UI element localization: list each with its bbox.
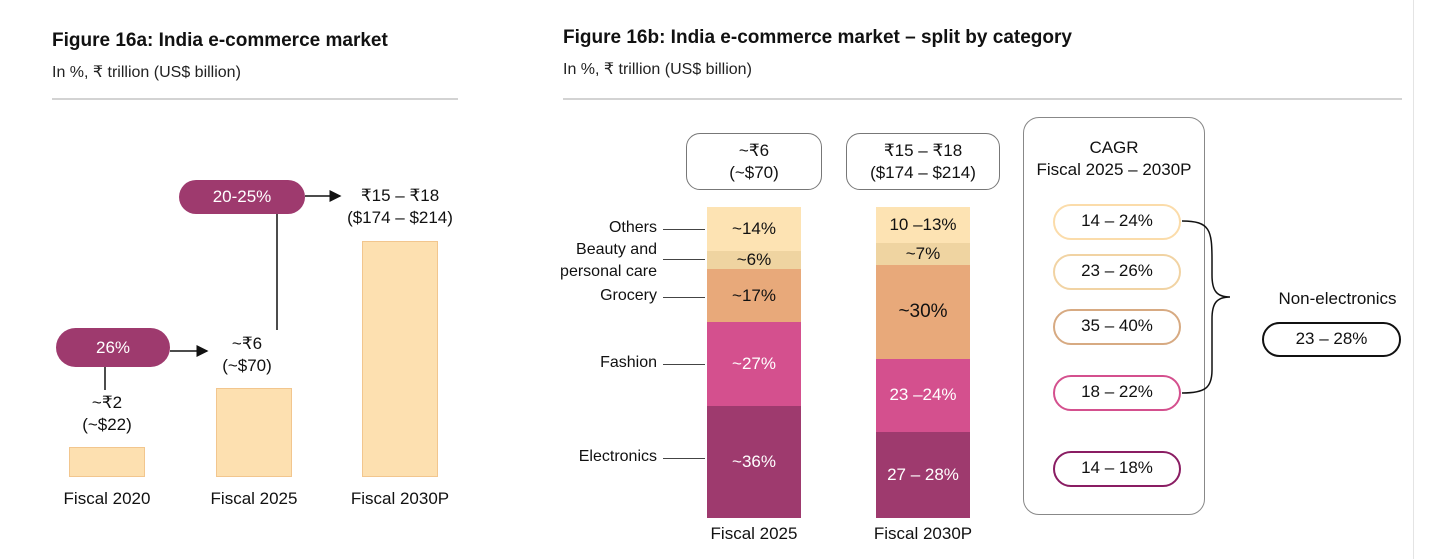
non-electronics-cagr-pill: 23 – 28% <box>1262 322 1401 357</box>
stacked-bar-fiscal-2030p: 27 – 28% 23 –24% ~30% ~7% 10 –13% <box>876 207 970 518</box>
cagr-pill-grocery: 35 – 40% <box>1053 309 1181 345</box>
divider <box>52 98 458 100</box>
leader-line <box>663 458 705 459</box>
leader-line <box>663 297 705 298</box>
segment-electronics: 27 – 28% <box>876 432 970 518</box>
category-label-fashion: Fashion <box>600 354 657 371</box>
x-tick-2020: Fiscal 2020 <box>63 489 151 508</box>
fig16a-title: Figure 16a: India e-commerce market <box>52 30 388 51</box>
stacked-bar-fiscal-2025: ~36% ~27% ~17% ~6% ~14% <box>707 207 801 518</box>
total-box-2025: ~₹6 (~$70) <box>686 133 822 190</box>
leader-line <box>663 259 705 260</box>
fig16b-subtitle: In %, ₹ trillion (US$ billion) <box>563 61 752 78</box>
segment-beauty-and-personal-care: ~7% <box>876 242 970 265</box>
segment-others: 10 –13% <box>876 207 970 243</box>
bar-fiscal-2020 <box>69 447 145 477</box>
fig16b-title: Figure 16b: India e-commerce market – sp… <box>563 27 1072 48</box>
fig16a-subtitle: In %, ₹ trillion (US$ billion) <box>52 64 241 81</box>
segment-grocery: ~30% <box>876 264 970 359</box>
segment-others: ~14% <box>707 207 801 251</box>
value-label-2030p: ₹15 – ₹18 ($174 – $214) <box>347 186 453 227</box>
segment-fashion: 23 –24% <box>876 358 970 433</box>
cagr-pill-electronics: 14 – 18% <box>1053 451 1181 487</box>
x-tick-2025: Fiscal 2025 <box>710 524 798 543</box>
segment-electronics: ~36% <box>707 406 801 518</box>
total-box-2030p: ₹15 – ₹18 ($174 – $214) <box>846 133 1000 190</box>
segment-beauty-and-personal-care: ~6% <box>707 250 801 270</box>
segment-grocery: ~17% <box>707 269 801 323</box>
value-label-2025: ~₹6 (~$70) <box>222 334 272 375</box>
category-label-electronics: Electronics <box>578 448 657 465</box>
bar-fiscal-2030p <box>362 241 438 477</box>
category-label-others: Others <box>608 219 657 236</box>
growth-pill-2020-2025: 26% <box>56 328 170 367</box>
x-tick-2030p: Fiscal 2030P <box>873 524 973 543</box>
cagr-title: CAGR Fiscal 2025 – 2030P <box>1036 138 1192 179</box>
cagr-pill-others: 14 – 24% <box>1053 204 1181 240</box>
growth-arrows <box>104 190 342 390</box>
bar-fiscal-2025 <box>216 388 292 477</box>
category-label-grocery: Grocery <box>600 287 657 304</box>
cagr-pill-fashion: 18 – 22% <box>1053 375 1181 411</box>
panel-border <box>1413 0 1414 559</box>
x-tick-2030p: Fiscal 2030P <box>350 489 450 508</box>
growth-pill-2025-2030: 20-25% <box>179 180 305 214</box>
value-label-2020: ~₹2 (~$22) <box>82 393 132 434</box>
segment-fashion: ~27% <box>707 322 801 407</box>
category-label-beauty: Beauty and personal care <box>560 241 657 280</box>
leader-line <box>663 364 705 365</box>
cagr-pill-beauty: 23 – 26% <box>1053 254 1181 290</box>
leader-line <box>663 229 705 230</box>
cagr-panel <box>1023 117 1205 515</box>
brace-icon <box>1181 220 1231 394</box>
non-electronics-label: Non-electronics <box>1278 289 1397 308</box>
divider <box>563 98 1402 100</box>
x-tick-2025: Fiscal 2025 <box>210 489 298 508</box>
